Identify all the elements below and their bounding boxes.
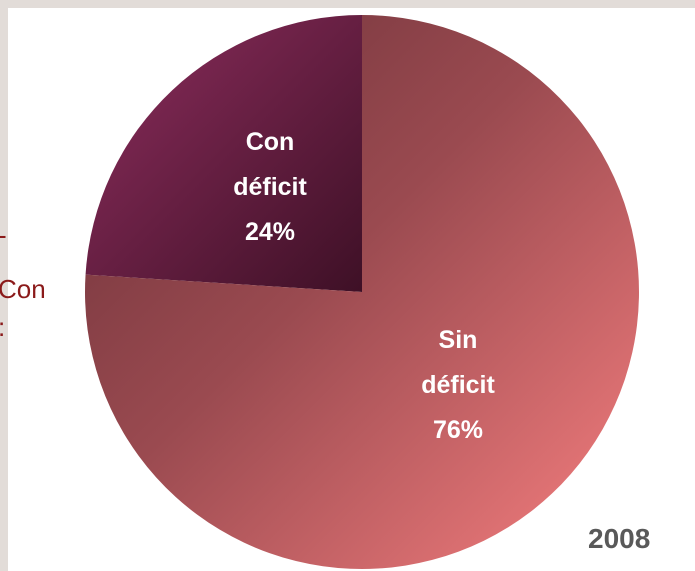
pie-label-sin-deficit-line-2: déficit — [421, 371, 495, 399]
pie-slice-con-deficit — [85, 15, 362, 292]
pie-label-con-deficit-line-1: Con — [246, 128, 295, 156]
side-text-top: - — [0, 222, 7, 248]
year-annotation: 2008 — [588, 523, 651, 554]
side-text-middle: Con — [0, 274, 46, 304]
side-text-bottom: : — [0, 314, 5, 340]
pie-label-sin-deficit-line-3: 76% — [433, 416, 483, 444]
pie-slice-sin-deficit — [85, 15, 640, 569]
pie-label-con-deficit-line-2: déficit — [233, 173, 307, 201]
pie-labels: Con déficit 24% Sin déficit 76% — [233, 128, 495, 444]
pie-label-sin-deficit-line-1: Sin — [439, 326, 478, 354]
pie-label-con-deficit-line-3: 24% — [245, 218, 295, 246]
pie-slices — [85, 15, 640, 569]
